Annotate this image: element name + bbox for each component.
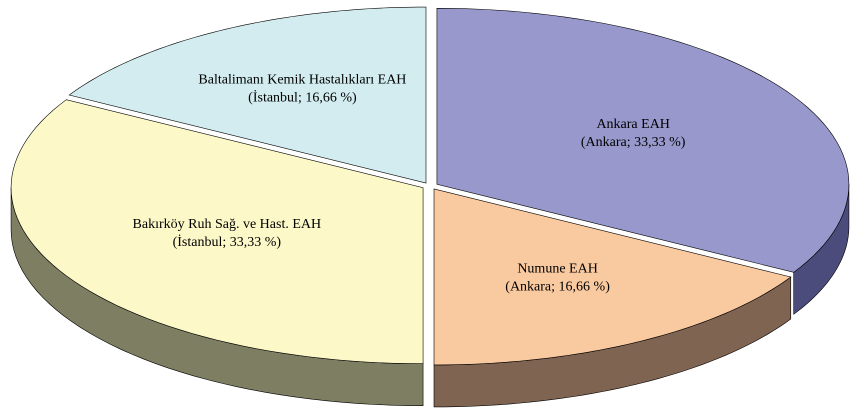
slice <box>10 99 424 365</box>
slice-label: Numune EAH (Ankara; 16,66 %) <box>505 261 610 294</box>
value-label: (Ankara; 16,66 %) <box>505 279 610 294</box>
slice-label: Ankara EAH (Ankara; 33,33 %) <box>581 117 686 150</box>
value-label: (İstanbul; 33,33 %) <box>173 234 282 250</box>
category-label: Numune EAH <box>517 261 598 276</box>
category-label: Bakırköy Ruh Sağ. ve Hast. EAH <box>133 217 322 232</box>
slice-label: Baltalimanı Kemik Hastalıkları EAH (İstan… <box>198 73 406 106</box>
category-label: Ankara EAH <box>596 117 669 132</box>
value-label: (İstanbul; 16,66 %) <box>248 90 357 106</box>
slice <box>68 6 427 184</box>
slice-label: Bakırköy Ruh Sağ. ve Hast. EAH (İstanbul;… <box>133 217 322 250</box>
category-label: Baltalimanı Kemik Hastalıkları EAH <box>198 73 406 88</box>
slice <box>433 188 792 366</box>
value-label: (Ankara; 33,33 %) <box>581 135 686 150</box>
slice <box>436 7 850 273</box>
